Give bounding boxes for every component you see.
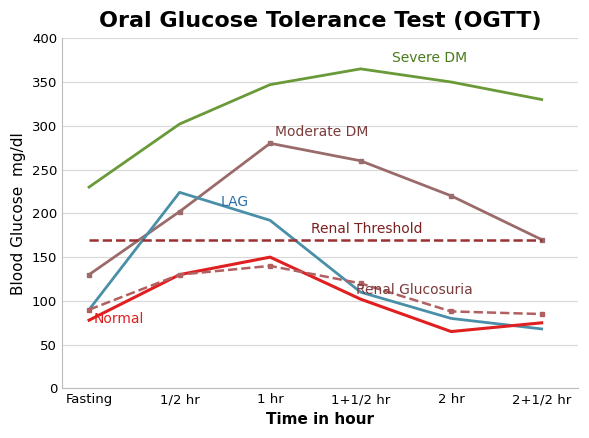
Title: Oral Glucose Tolerance Test (OGTT): Oral Glucose Tolerance Test (OGTT) bbox=[98, 11, 541, 31]
Text: Renal Threshold: Renal Threshold bbox=[311, 222, 422, 236]
Text: Renal Glucosuria: Renal Glucosuria bbox=[356, 283, 473, 297]
Text: Severe DM: Severe DM bbox=[392, 51, 468, 65]
Text: Moderate DM: Moderate DM bbox=[274, 125, 368, 139]
Text: LAG: LAG bbox=[220, 195, 249, 209]
X-axis label: Time in hour: Time in hour bbox=[266, 412, 374, 427]
Text: Normal: Normal bbox=[94, 312, 144, 326]
Y-axis label: Blood Glucose  mg/dl: Blood Glucose mg/dl bbox=[11, 132, 26, 295]
